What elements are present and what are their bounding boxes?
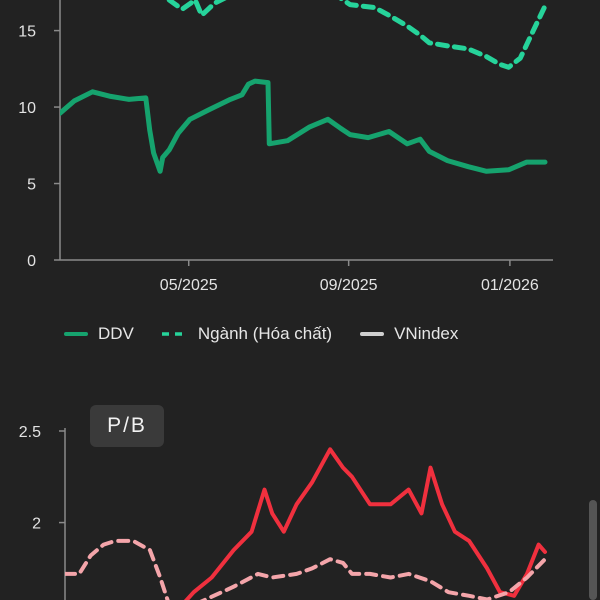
- legend-item-vnindex[interactable]: VNindex: [360, 324, 458, 344]
- y-tick-label: 10: [18, 100, 36, 117]
- pb-badge: P/B: [90, 405, 164, 447]
- y-tick-label: 0: [27, 253, 36, 270]
- valuation-line-chart: 0 5 10 15 05/2025 09/2025 01/2026: [18, 0, 553, 294]
- scrollbar-thumb[interactable]: [589, 500, 597, 600]
- ddv-solid-line-icon: [64, 332, 88, 336]
- legend-label-ddv: DDV: [98, 324, 134, 343]
- legend-label-industry: Ngành (Hóa chất): [197, 324, 333, 343]
- chart-legend: DDV Ngành (Hóa chất) VNindex: [64, 324, 486, 344]
- series-line-2-1: [65, 538, 547, 600]
- y-tick-label: 5: [27, 177, 36, 194]
- y-tick-label: 15: [18, 24, 36, 41]
- pb-badge-label: P/B: [107, 414, 147, 437]
- x-tick-label: 05/2025: [160, 277, 218, 294]
- x-tick-label: 09/2025: [320, 277, 378, 294]
- series-line-ng-nh-h-a-ch-t: [166, 0, 548, 70]
- legend-item-industry[interactable]: Ngành (Hóa chất): [161, 324, 333, 344]
- pb-line-chart: 22.5: [19, 424, 547, 600]
- industry-dashed-line-icon: [161, 332, 188, 336]
- series-line-ddv: [60, 78, 548, 174]
- x-tick-label: 01/2026: [481, 277, 539, 294]
- series-line-2-0: [183, 447, 547, 600]
- vnindex-solid-line-icon: [360, 332, 385, 336]
- legend-item-ddv[interactable]: DDV: [64, 324, 134, 344]
- y-tick-label: 2.5: [19, 424, 41, 441]
- legend-label-vnindex: VNindex: [394, 324, 459, 343]
- y-tick-label: 2: [32, 516, 41, 533]
